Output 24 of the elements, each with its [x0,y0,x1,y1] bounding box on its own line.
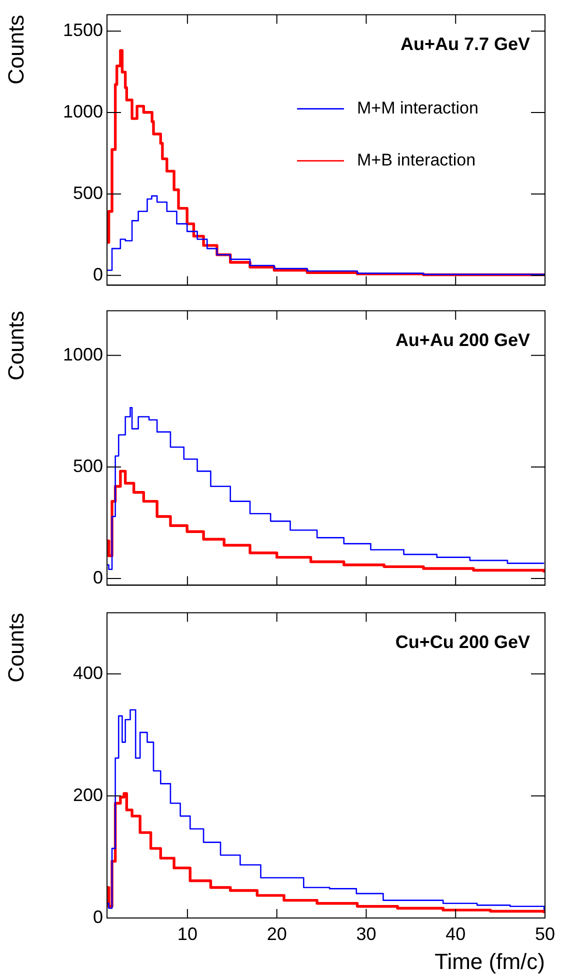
y-axis-title: Counts [3,612,28,683]
x-tick-label: 10 [177,924,198,944]
x-tick-label: 50 [534,924,556,944]
y-tick-label: 400 [72,662,103,683]
x-axis-title: Time (fm/c) [434,948,545,974]
text: Au+Au 7.7 GeV [400,34,530,54]
y-tick-label: 1500 [62,20,103,40]
text: Au+Au 200 GeV [395,330,530,350]
legend-label: M+M interaction [357,98,478,118]
y-tick-label: 1000 [62,102,103,122]
text: Cu+Cu 200 GeV [395,632,530,652]
y-axis-title: Counts [3,310,28,381]
y-tick-label: 0 [92,264,103,284]
y-tick-label: 200 [72,784,103,805]
y-tick-label: 500 [72,182,103,203]
y-tick-label: 0 [92,906,103,927]
y-axis-title: Counts [3,14,28,85]
x-tick-label: 40 [446,924,466,944]
legend-label: M+B interaction [357,150,476,170]
y-tick-label: 500 [72,456,103,476]
x-tick-label: 30 [356,924,376,944]
x-tick-label: 20 [266,924,287,944]
y-tick-label: 1000 [62,344,103,364]
y-tick-label: 0 [92,567,103,588]
